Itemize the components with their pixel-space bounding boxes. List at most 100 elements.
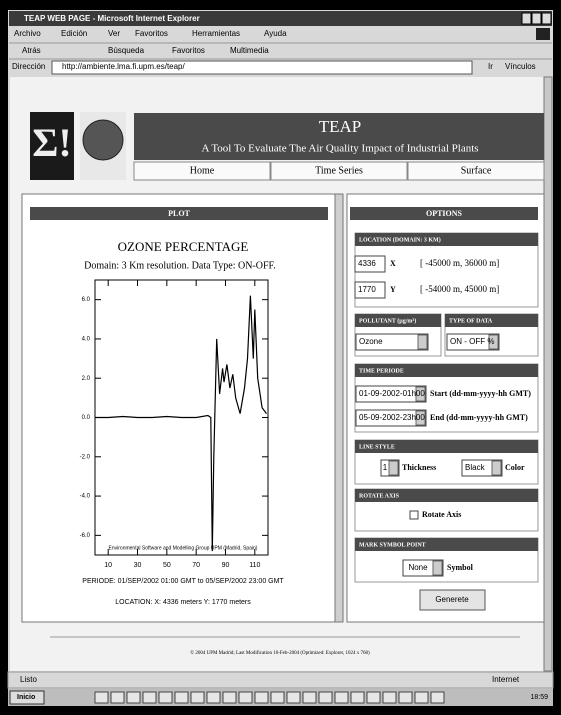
- task-button[interactable]: [318, 691, 333, 704]
- nav-tab[interactable]: [133, 161, 271, 181]
- task-button[interactable]: [398, 691, 413, 704]
- section-title: ROTATE AXIS: [359, 493, 400, 499]
- start-button[interactable]: [9, 690, 45, 705]
- label: Symbol: [447, 563, 474, 572]
- chart-title: OZONE PERCENTAGE: [118, 239, 249, 254]
- nav-tab[interactable]: [270, 161, 408, 181]
- panel-heading: [350, 207, 538, 220]
- label: [ -54000 m, 45000 m]: [420, 284, 499, 294]
- task-button[interactable]: [110, 691, 125, 704]
- location-text: LOCATION: X: 4336 meters Y: 1770 meters: [115, 599, 251, 606]
- select-arrow[interactable]: [417, 334, 428, 350]
- footer-text: © 2004 UPM Madrid; Last Modification 10-…: [190, 650, 370, 656]
- section-heading: [355, 314, 441, 327]
- y-tick-label: 2.0: [82, 376, 91, 382]
- nav-tab[interactable]: [407, 161, 545, 181]
- select-arrow[interactable]: [432, 560, 443, 576]
- label: Color: [505, 463, 525, 472]
- select-value[interactable]: None: [408, 563, 428, 572]
- header-subtitle: A Tool To Evaluate The Air Quality Impac…: [201, 143, 478, 155]
- toolbar-button[interactable]: Atrás: [22, 46, 41, 55]
- menu-item[interactable]: Archivo: [14, 29, 41, 38]
- section-heading: [355, 538, 538, 551]
- task-button[interactable]: [222, 691, 237, 704]
- input-value[interactable]: 1770: [358, 285, 376, 294]
- task-button[interactable]: [238, 691, 253, 704]
- select[interactable]: [355, 333, 429, 351]
- task-button[interactable]: [366, 691, 381, 704]
- submit-button[interactable]: [419, 589, 486, 611]
- zone-text: Internet: [492, 675, 520, 684]
- task-button[interactable]: [414, 691, 429, 704]
- select-arrow[interactable]: [491, 460, 502, 476]
- nav-link[interactable]: Home: [190, 165, 215, 176]
- start-label[interactable]: Inicio: [17, 694, 35, 701]
- task-button[interactable]: [430, 691, 445, 704]
- text-input[interactable]: [354, 281, 386, 299]
- select-arrow[interactable]: [415, 410, 426, 426]
- x-tick-label: 90: [222, 562, 230, 569]
- periode-text: PERIODE: 01/SEP/2002 01:00 GMT to 05/SEP…: [82, 578, 284, 585]
- window-button[interactable]: [541, 12, 552, 25]
- page-scrollbar[interactable]: [543, 76, 553, 672]
- select[interactable]: [446, 333, 500, 351]
- task-button[interactable]: [350, 691, 365, 704]
- select-value[interactable]: 05-09-2002-23h00: [359, 413, 425, 422]
- select[interactable]: [355, 385, 427, 403]
- select-arrow[interactable]: [488, 334, 499, 350]
- task-button[interactable]: [94, 691, 109, 704]
- task-button[interactable]: [382, 691, 397, 704]
- panel-title: PLOT: [168, 209, 190, 218]
- address-url: http://ambiente.lma.fi.upm.es/teap/: [62, 62, 186, 71]
- toolbar-button[interactable]: Favoritos: [172, 46, 205, 55]
- toolbar-button[interactable]: Multimedia: [230, 46, 269, 55]
- section-heading: [445, 314, 538, 327]
- task-button[interactable]: [158, 691, 173, 704]
- select-value[interactable]: ON - OFF %: [450, 337, 494, 346]
- window-button[interactable]: [521, 12, 532, 25]
- task-button[interactable]: [190, 691, 205, 704]
- globe-logo: [82, 119, 124, 161]
- menu-item[interactable]: Ayuda: [264, 29, 287, 38]
- input-value[interactable]: 4336: [358, 259, 376, 268]
- task-button[interactable]: [334, 691, 349, 704]
- select-arrow[interactable]: [388, 460, 399, 476]
- section-title: POLLUTANT (µg/m³): [359, 317, 416, 324]
- section-title: LOCATION (DOMAIN: 3 KM): [359, 236, 441, 243]
- checkbox[interactable]: [409, 510, 419, 520]
- label: [ -45000 m, 36000 m]: [420, 258, 499, 268]
- go-button[interactable]: Ir: [488, 62, 493, 71]
- select[interactable]: [355, 409, 427, 427]
- address-field[interactable]: [51, 60, 473, 75]
- select-value[interactable]: Ozone: [359, 337, 383, 346]
- nav-link[interactable]: Surface: [461, 165, 492, 176]
- task-button[interactable]: [126, 691, 141, 704]
- select-value[interactable]: 01-09-2002-01h00: [359, 389, 425, 398]
- label: End (dd-mm-yyyy-hh GMT): [430, 413, 528, 422]
- panel-heading: [30, 207, 328, 220]
- task-button[interactable]: [174, 691, 189, 704]
- menu-item[interactable]: Herramientas: [192, 29, 240, 38]
- text-input[interactable]: [354, 255, 386, 273]
- select-value[interactable]: Black: [465, 463, 486, 472]
- task-button[interactable]: [286, 691, 301, 704]
- frame-scrollbar[interactable]: [334, 193, 344, 623]
- select-value[interactable]: 1: [383, 463, 388, 472]
- task-button[interactable]: [270, 691, 285, 704]
- menu-item[interactable]: Favoritos: [135, 29, 168, 38]
- button-label[interactable]: Generete: [435, 595, 469, 604]
- window-button[interactable]: [531, 12, 542, 25]
- nav-link[interactable]: Time Series: [315, 165, 363, 176]
- logo-box: [30, 112, 74, 180]
- label: Thickness: [402, 463, 436, 472]
- task-button[interactable]: [254, 691, 269, 704]
- toolbar-button[interactable]: Búsqueda: [108, 46, 145, 55]
- task-button[interactable]: [142, 691, 157, 704]
- select-arrow[interactable]: [415, 386, 426, 402]
- task-button[interactable]: [206, 691, 221, 704]
- menu-item[interactable]: Ver: [108, 29, 120, 38]
- menu-item[interactable]: Edición: [61, 29, 87, 38]
- task-button[interactable]: [302, 691, 317, 704]
- x-tick-label: 30: [134, 562, 142, 569]
